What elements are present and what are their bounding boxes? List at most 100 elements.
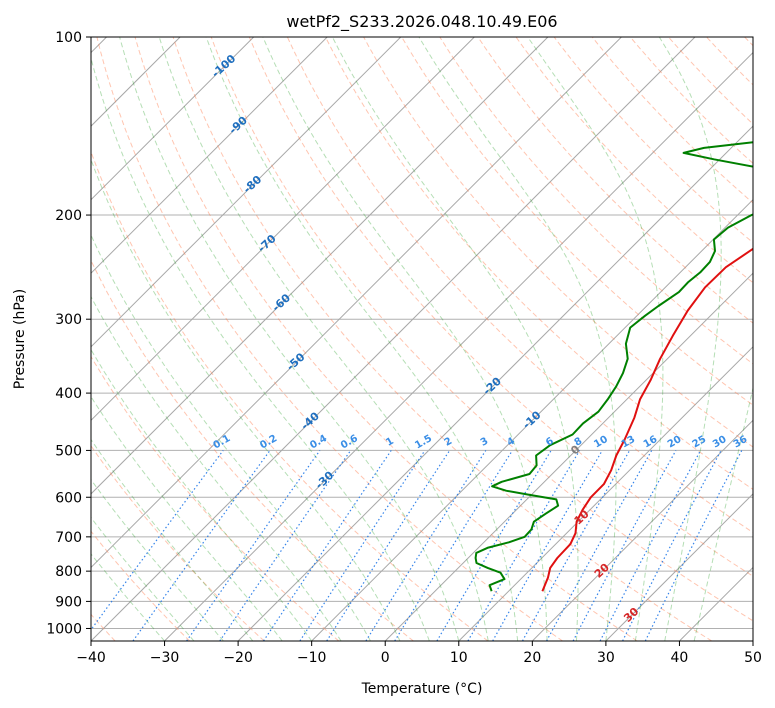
moist-adiabats xyxy=(91,37,753,641)
dry-adiabat-line xyxy=(91,444,265,641)
isotherm-line xyxy=(91,37,622,569)
mixing-ratio-line xyxy=(299,450,426,641)
dewpoint-line xyxy=(474,141,753,592)
mixing-ratio-label: 6 xyxy=(544,436,556,449)
moist-adiabat-line xyxy=(158,37,489,641)
isotherm-line xyxy=(91,37,328,274)
mixing-ratio-line xyxy=(326,450,451,641)
mixing-ratio-label: 16 xyxy=(642,434,660,451)
moist-adiabat-line xyxy=(91,516,195,641)
moist-adiabat-line xyxy=(119,37,460,641)
x-tick-label: −20 xyxy=(223,650,253,666)
isotherm-line xyxy=(311,198,753,641)
y-axis-label: Pressure (hPa) xyxy=(12,289,28,389)
mixing-ratio-label: 0.2 xyxy=(258,433,279,451)
moist-adiabat-line xyxy=(91,478,224,641)
mixing-ratio-label: 2 xyxy=(443,436,455,449)
dry-adiabat-line xyxy=(286,37,753,534)
x-tick-label: −10 xyxy=(297,650,327,666)
mixing-ratio-line xyxy=(91,450,224,631)
dry-adiabat-line xyxy=(172,37,713,641)
moist-adiabat-line xyxy=(658,37,722,641)
isotherm-line xyxy=(531,419,753,641)
plot-frame xyxy=(90,36,754,642)
dry-adiabat-line xyxy=(325,37,753,490)
dry-adiabat-line xyxy=(439,37,753,365)
mixing-ratio-label: 0.1 xyxy=(212,433,233,451)
moist-adiabat-line xyxy=(91,233,371,641)
x-tick-label: 30 xyxy=(597,650,615,666)
isotherm-line xyxy=(91,37,255,201)
dry-adiabat-line xyxy=(363,37,753,448)
isotherm-line xyxy=(164,51,753,641)
mixing-ratio-line xyxy=(521,450,631,641)
y-tick-label: 400 xyxy=(55,386,82,402)
mixing-ratio-label: 3 xyxy=(479,436,491,449)
y-tick-label: 200 xyxy=(55,208,82,224)
isotherm-line xyxy=(91,37,696,641)
mixing-ratio-line xyxy=(219,450,352,641)
moist-adiabat-line xyxy=(91,438,254,641)
mixing-ratio-line xyxy=(599,450,702,641)
mixing-ratio-label: 1 xyxy=(384,436,396,449)
mixing-ratio-line xyxy=(546,450,653,641)
moist-adiabat-line xyxy=(527,37,664,641)
dry-adiabat-line xyxy=(91,259,414,641)
y-tick-label: 800 xyxy=(55,564,82,580)
pressure-grid xyxy=(91,37,753,629)
moist-adiabat-line xyxy=(91,56,430,641)
mixing-ratio-lines xyxy=(91,450,743,641)
moist-adiabat-line xyxy=(331,37,579,641)
x-tick-label: 0 xyxy=(381,650,390,666)
dry-adiabat-line xyxy=(96,37,563,641)
dry-adiabat-line xyxy=(553,37,753,244)
mixing-ratio-line xyxy=(186,450,321,641)
dry-adiabat-line xyxy=(91,530,191,641)
moist-adiabat-line xyxy=(91,348,313,641)
isotherm-line xyxy=(237,125,753,641)
y-tick-label: 700 xyxy=(55,530,82,546)
dry-adiabat-line xyxy=(401,37,753,406)
mixing-ratio-labels: 0.1 0.2 0.4 0.6 1 1.5 2 3 4 6 8 10 13 16 20 25 30 36 xyxy=(212,433,750,451)
y-tick-label: 1000 xyxy=(46,621,82,637)
skewed-isotherms xyxy=(91,37,753,641)
mixing-ratio-line xyxy=(572,450,677,641)
moist-adiabat-line xyxy=(205,37,519,641)
mixing-ratio-line xyxy=(394,450,513,641)
y-tick-label: 500 xyxy=(55,443,82,459)
x-axis-ticks: −40 −30 −20 −10 0 10 20 30 40 50 xyxy=(76,641,762,666)
mixing-ratio-label: 4 xyxy=(505,436,517,449)
y-tick-label: 300 xyxy=(55,312,82,328)
isotherm-line xyxy=(752,640,753,641)
mixing-ratio-label: 8 xyxy=(573,436,585,449)
x-tick-label: 50 xyxy=(744,650,762,666)
moist-adiabat-line xyxy=(262,37,548,641)
dry-adiabat-line xyxy=(134,37,638,641)
dry-adiabat-line xyxy=(477,37,753,324)
x-tick-label: −30 xyxy=(150,650,180,666)
temperature-line xyxy=(541,247,753,592)
dry-adiabat-line xyxy=(515,37,753,284)
isotherm-line xyxy=(91,37,402,348)
x-tick-label: 10 xyxy=(450,650,468,666)
isotherm-line xyxy=(384,272,753,641)
moist-adiabat-line xyxy=(418,37,617,641)
plot-area: -100-90-80-70-60-50-40-30-20-10010203040… xyxy=(91,37,753,641)
mixing-ratio-label: 20 xyxy=(666,434,684,451)
mixing-ratio-line xyxy=(132,450,271,641)
dry-adiabat-line xyxy=(744,37,753,47)
dry-adiabat-line xyxy=(91,150,489,641)
chart-title: wetPf2_S233.2026.048.10.49.E06 xyxy=(286,12,557,32)
dry-adiabat-line xyxy=(210,37,753,622)
moist-adiabat-line xyxy=(91,395,283,641)
dry-adiabat-line xyxy=(591,37,753,204)
mixing-ratio-label: 36 xyxy=(732,434,750,451)
x-tick-label: −40 xyxy=(76,650,106,666)
x-tick-label: 40 xyxy=(671,650,689,666)
isotherm-line xyxy=(679,566,753,641)
dry-adiabats xyxy=(91,37,753,641)
isotherm-line xyxy=(91,37,475,422)
mixing-ratio-label: 25 xyxy=(691,434,709,451)
dry-adiabat-line xyxy=(91,355,340,641)
